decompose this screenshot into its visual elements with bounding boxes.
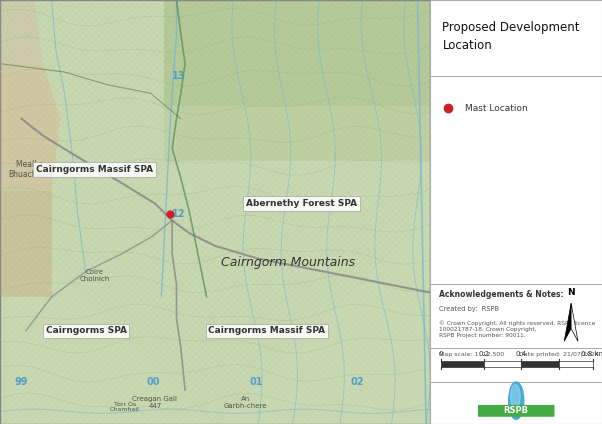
Text: Mast Location: Mast Location (465, 103, 527, 113)
Text: Cairngorm Mountains: Cairngorm Mountains (222, 257, 355, 269)
Text: 0.4: 0.4 (516, 351, 527, 357)
Polygon shape (564, 303, 571, 341)
Text: Acknowledgements & Notes:: Acknowledgements & Notes: (439, 290, 563, 299)
Text: Proposed Development
Location: Proposed Development Location (442, 20, 580, 52)
Text: Tòrr Òs
Chamhail: Tòrr Òs Chamhail (110, 402, 140, 413)
Bar (164, 0, 430, 106)
Text: Date printed: 21/07/2024: Date printed: 21/07/2024 (519, 351, 598, 357)
Text: 02: 02 (350, 377, 364, 387)
Text: Created by:  RSPB: Created by: RSPB (439, 306, 499, 312)
Text: Meall a
Bhuachaille: Meall a Bhuachaille (8, 160, 52, 179)
Text: 01: 01 (249, 377, 263, 387)
Text: 0.2: 0.2 (478, 351, 489, 357)
Text: Coire
Choinich: Coire Choinich (79, 269, 110, 282)
Text: © Crown Copyright. All rights reserved. RSPB licence 100021787-18. Crown Copyrig: © Crown Copyright. All rights reserved. … (439, 320, 595, 338)
Bar (164, 0, 430, 161)
Polygon shape (0, 64, 60, 191)
Text: Map scale: 1: 12,500: Map scale: 1: 12,500 (439, 351, 504, 357)
FancyBboxPatch shape (478, 405, 554, 417)
Circle shape (510, 385, 520, 408)
Polygon shape (0, 191, 52, 297)
Polygon shape (571, 303, 578, 341)
Text: An
Garbh-chere: An Garbh-chere (223, 396, 267, 409)
Text: Creagan Gall
447: Creagan Gall 447 (132, 396, 178, 409)
Bar (521, 361, 559, 367)
Text: Cairngorms Massif SPA: Cairngorms Massif SPA (208, 326, 326, 335)
Text: Abernethy Forest SPA: Abernethy Forest SPA (246, 199, 357, 208)
Bar (483, 361, 521, 367)
Bar (559, 361, 594, 367)
Text: 99: 99 (15, 377, 28, 387)
Text: 0.8 km: 0.8 km (582, 351, 602, 357)
Text: N: N (567, 288, 575, 297)
Polygon shape (0, 0, 43, 64)
Text: Cairngorms Massif SPA: Cairngorms Massif SPA (36, 165, 154, 174)
Text: 00: 00 (146, 377, 160, 387)
Text: 12: 12 (172, 209, 185, 219)
Text: 0: 0 (438, 351, 443, 357)
Text: Cairngorms SPA: Cairngorms SPA (46, 326, 126, 335)
Circle shape (509, 382, 524, 419)
Bar (441, 361, 483, 367)
Text: 13: 13 (172, 71, 185, 81)
Text: RSPB: RSPB (504, 406, 529, 416)
